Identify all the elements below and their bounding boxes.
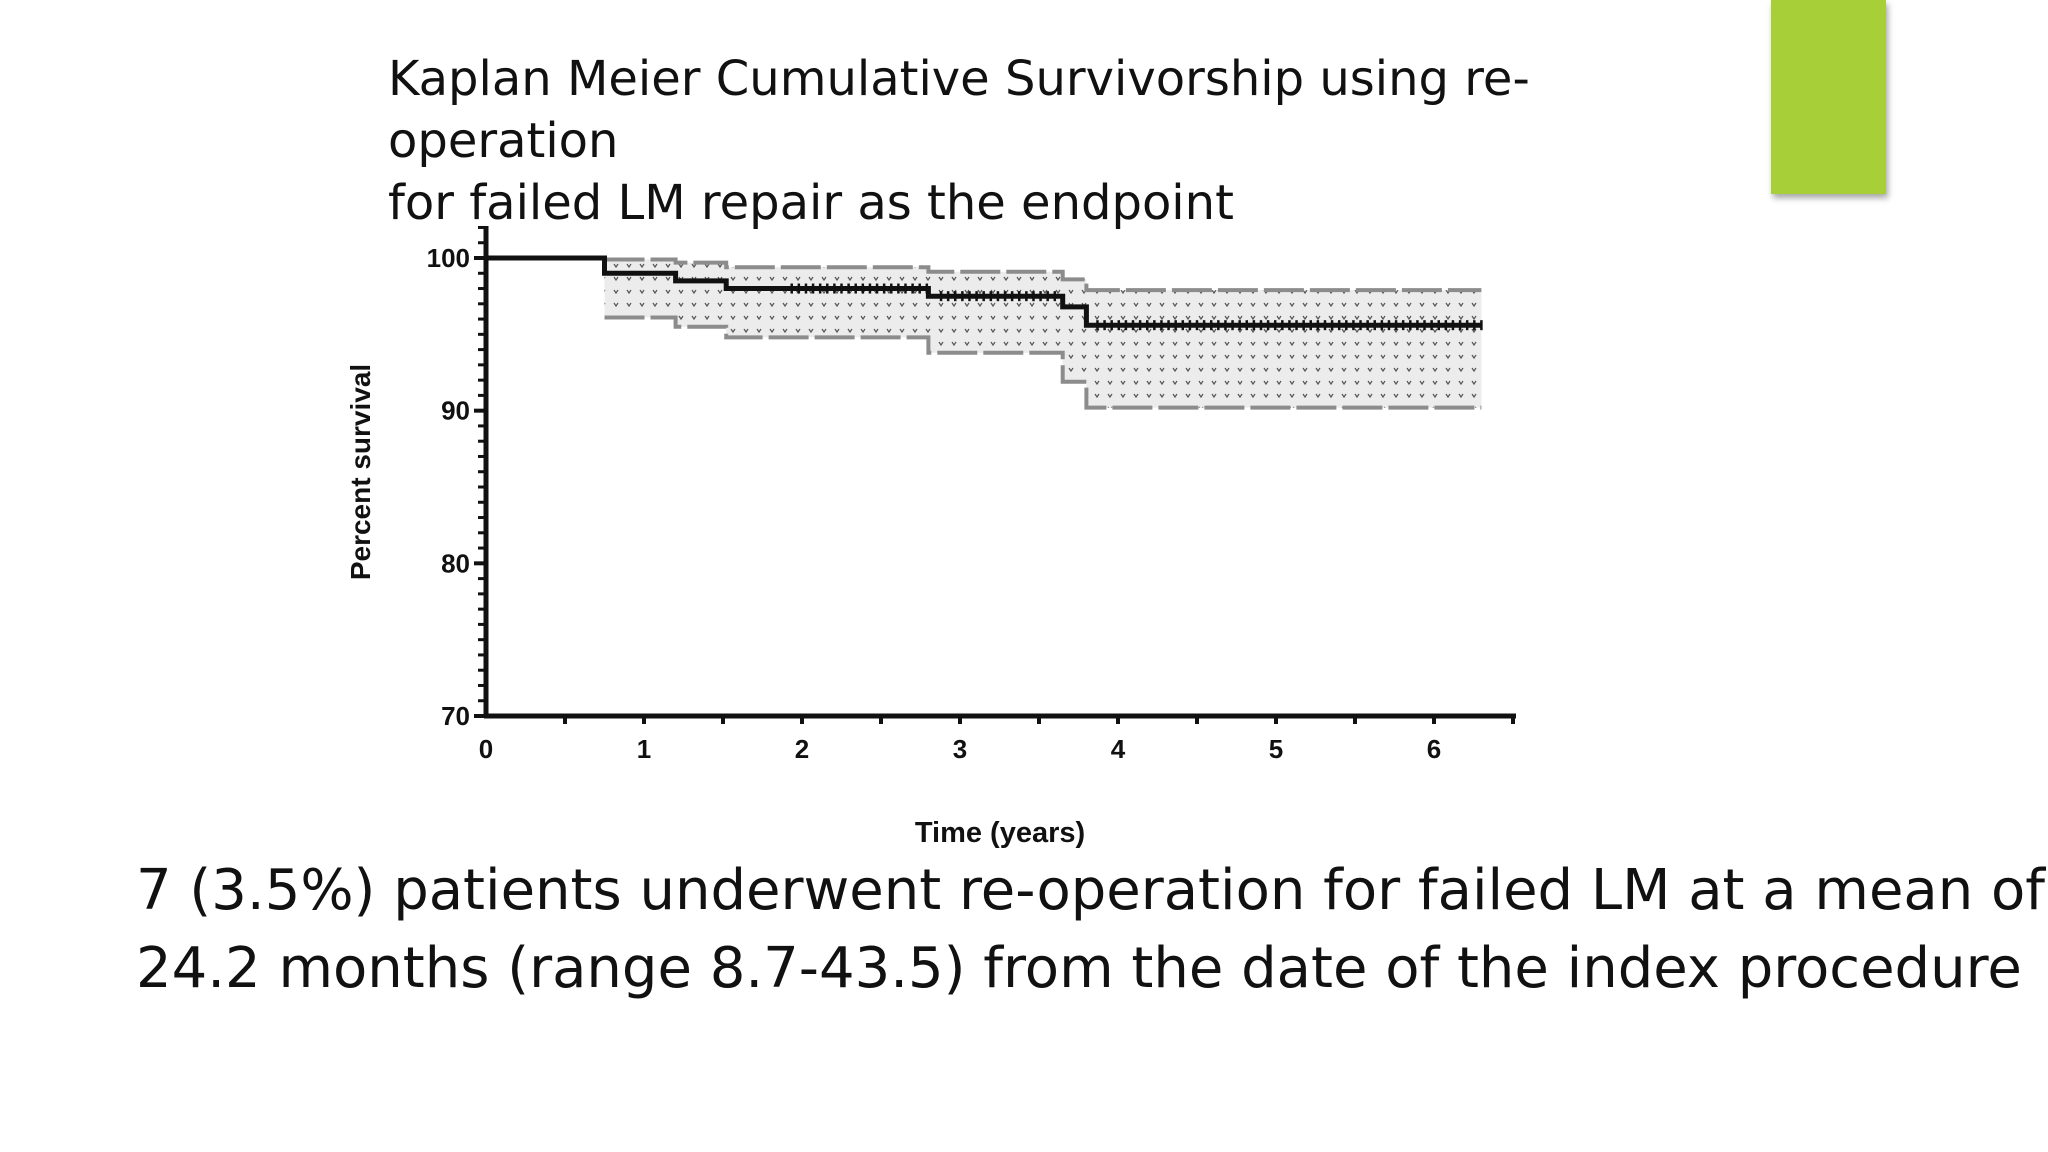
x-tick-label: 1 xyxy=(637,734,651,764)
summary-line-2: 24.2 months (range 8.7-43.5) from the da… xyxy=(136,936,2022,1001)
slide-title: Kaplan Meier Cumulative Survivorship usi… xyxy=(388,48,1748,234)
confidence-band-fill xyxy=(604,259,1482,408)
x-axis-label: Time (years) xyxy=(915,817,1085,849)
x-tick-label: 3 xyxy=(953,734,967,764)
x-tick-label: 4 xyxy=(1111,734,1126,764)
summary-line-1: 7 (3.5%) patients underwent re-operation… xyxy=(136,858,2045,923)
survival-curve xyxy=(486,255,1483,331)
x-tick-label: 5 xyxy=(1269,734,1283,764)
confidence-lines xyxy=(604,257,1482,410)
y-tick-label: 80 xyxy=(441,548,470,578)
y-tick-label: 70 xyxy=(441,701,470,731)
y-tick-label: 90 xyxy=(441,396,470,426)
y-tick-label: 100 xyxy=(427,243,470,273)
y-axis-label: Percent survival xyxy=(345,364,376,580)
lower-ci-line xyxy=(604,315,1482,410)
slide-title-line-1: Kaplan Meier Cumulative Survivorship usi… xyxy=(388,51,1530,169)
x-tick-label: 0 xyxy=(479,734,493,764)
axis-ticks: 70 80 90 100 0 1 2 3 4 5 6 xyxy=(427,225,1515,764)
summary-text: 7 (3.5%) patients underwent re-operation… xyxy=(136,852,2045,1008)
x-tick-label: 2 xyxy=(795,734,809,764)
confidence-band xyxy=(604,259,1482,408)
x-tick-label: 6 xyxy=(1427,734,1441,764)
upper-ci-line xyxy=(604,257,1482,293)
accent-bar xyxy=(1771,0,1886,194)
slide-title-line-2: for failed LM repair as the endpoint xyxy=(388,175,1234,231)
